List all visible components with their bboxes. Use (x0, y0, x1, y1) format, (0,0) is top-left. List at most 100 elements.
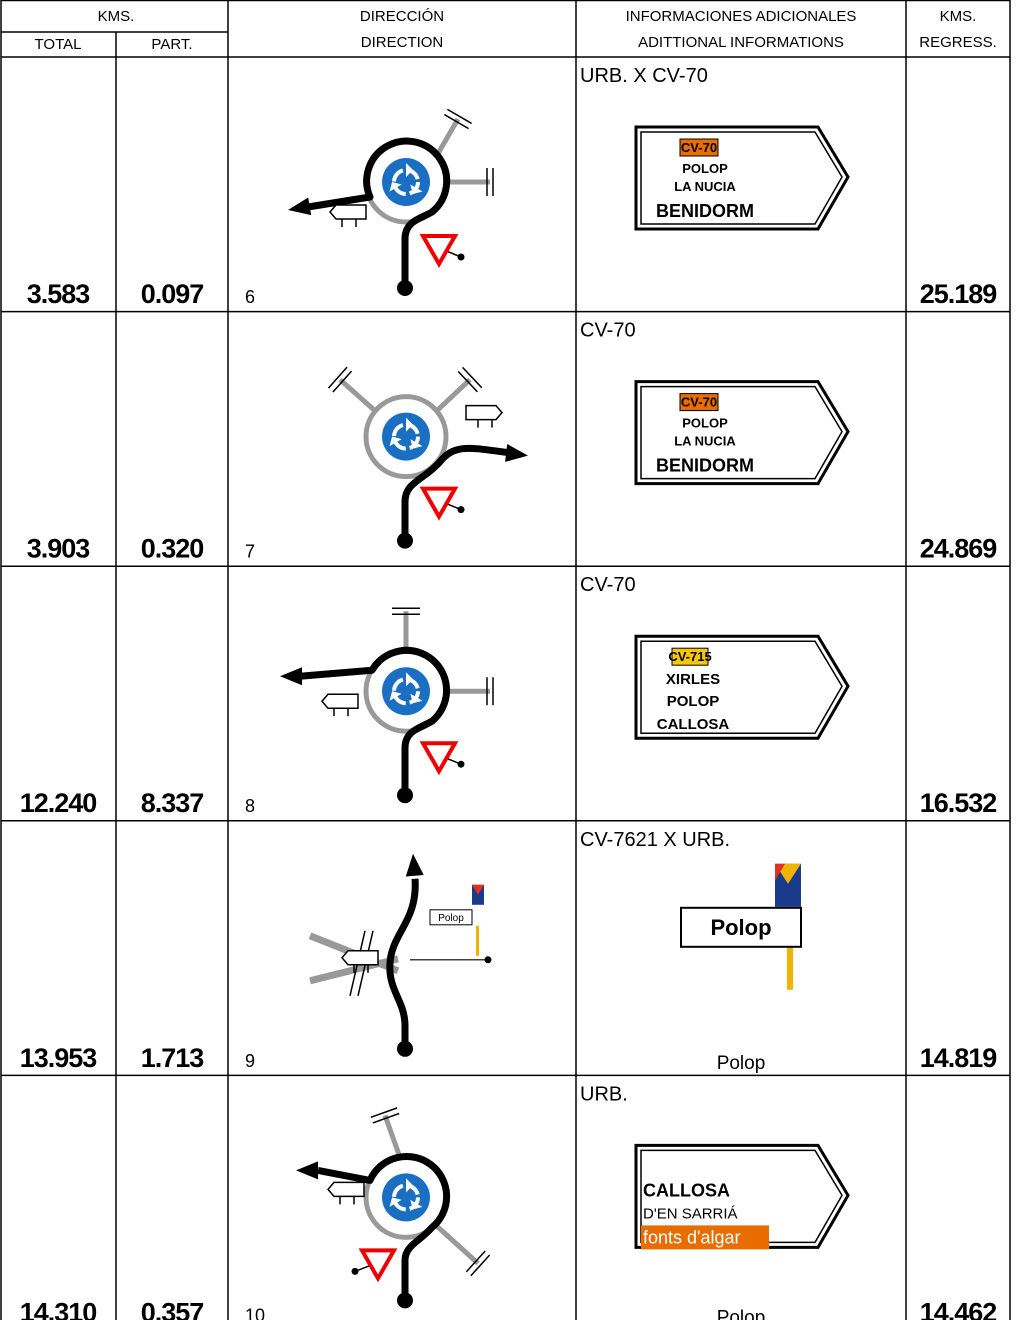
row: 13.953 1.713 9 CV-7621 X URB. 14.819 Polop Pol… (1, 829, 1010, 1077)
step-number: 10 (245, 1305, 265, 1320)
info-title: URB. X CV-70 (580, 65, 708, 87)
route (299, 646, 451, 796)
yield-sign (419, 486, 459, 521)
road-bar (332, 370, 353, 393)
road-bar (470, 1254, 491, 1277)
direction-sign: CV-70 POLOP LA NUCIA BENIDORM (634, 380, 850, 486)
arrow-head (505, 444, 528, 462)
header-direction: DIRECCIÓN (360, 8, 444, 25)
regress-km: 25.189 (920, 279, 998, 309)
roundabout-sign (382, 158, 430, 206)
yield-sign (358, 1248, 398, 1283)
total-km: 12.240 (20, 788, 97, 818)
info-title: CV-70 (580, 320, 636, 342)
road-bar (444, 113, 469, 130)
road-number: CV-70 (681, 395, 717, 410)
side-road (382, 1114, 403, 1159)
roundabout-arrow-tip (410, 439, 423, 449)
row: 12.240 8.337 8 CV-70 16.532 CV-715 XIRLES POLOP… (1, 574, 1010, 822)
roundabout-arrows (392, 1183, 420, 1212)
sign-inner-border (640, 385, 843, 480)
roundabout-arrow-tip (410, 184, 423, 195)
roundabout-arrow-tip (389, 691, 402, 701)
sign-link-dot (484, 956, 492, 964)
road-bar (327, 366, 348, 389)
partial-km: 8.337 (141, 788, 204, 818)
route-start (397, 532, 413, 549)
road-badge (671, 647, 709, 666)
roundabout-arrows (392, 677, 420, 706)
town-name: Polop (710, 915, 771, 940)
step-number: 6 (245, 287, 255, 307)
destination: D'EN SARRIÁ (643, 1205, 738, 1222)
destination: POLOP (682, 161, 728, 176)
sign-inner-border (640, 131, 843, 225)
step-number: 9 (245, 1051, 255, 1071)
roundabout-arrow-tip (406, 163, 413, 177)
partial-km: 0.097 (141, 279, 204, 309)
roundabout-arrow-tip (389, 181, 402, 192)
destination: XIRLES (666, 671, 720, 688)
roundabout-arrows (392, 168, 420, 196)
destination: BENIDORM (656, 201, 754, 221)
sign-caption: Polop (717, 1307, 766, 1320)
route-start (397, 1292, 413, 1309)
header-kms: KMS. (98, 8, 135, 25)
route (307, 137, 451, 288)
roundabout-arrow-tip (410, 1199, 423, 1210)
destination-highlight (641, 1225, 769, 1250)
regress-km: 24.869 (920, 534, 998, 564)
mini-sign (465, 404, 503, 421)
destination: CALLOSA (657, 716, 730, 733)
side-road (434, 377, 472, 414)
yield-sign (419, 741, 459, 776)
side-road (433, 117, 461, 159)
header-regress: KMS. (940, 8, 977, 25)
regress-km: 14.819 (920, 1043, 998, 1073)
arrow-head (405, 853, 424, 877)
town-flag-star (472, 884, 484, 895)
header-partial: PART. (151, 36, 192, 53)
header-total: TOTAL (35, 36, 82, 53)
header-direction-en: DIRECTION (361, 34, 444, 51)
row: 14.310 0.357 10 URB. 14.462 Polop CALLOSA D'EN … (20, 1083, 998, 1320)
total-km: 14.310 (20, 1297, 97, 1320)
arrow-head (288, 197, 312, 216)
destination: BENIDORM (656, 456, 754, 476)
roundabout-arrow-tip (410, 693, 423, 704)
destination: POLOP (682, 416, 728, 431)
header-info: INFORMACIONES ADICIONALES (626, 8, 857, 25)
roundabout-sign (382, 1173, 430, 1222)
town-sign (680, 906, 802, 948)
road-bar (370, 1107, 398, 1118)
mini-sign (327, 1181, 365, 1198)
row: 3.583 0.097 6 URB. X CV-70 25.189 CV-70 POLOP L… (1, 65, 1010, 313)
partial-km: 0.320 (141, 534, 204, 564)
roundabout-arrow-tip (406, 1178, 413, 1193)
total-km: 3.903 (27, 534, 91, 564)
mini-sign (341, 950, 379, 966)
header-regress-2: REGRESS. (919, 34, 997, 51)
route (386, 878, 419, 1049)
town-sign-flag-red (775, 863, 785, 881)
direction-sign: CV-715 XIRLES POLOP CALLOSA (634, 634, 850, 740)
mini-sign (329, 204, 367, 220)
info-title: CV-70 (580, 574, 636, 596)
roundabout-arrow-tip (406, 417, 413, 432)
road-badge (679, 393, 719, 412)
road-badge (679, 138, 719, 157)
total-km: 3.583 (27, 279, 91, 309)
roundabout-arrow-tip (389, 1197, 402, 1207)
road-bar (462, 366, 483, 389)
regress-km: 16.532 (920, 788, 997, 818)
header-info-en: ADITTIONAL INFORMATIONS (638, 34, 844, 51)
total-km: 13.953 (20, 1043, 98, 1073)
destination: LA NUCIA (674, 179, 736, 194)
roundabout-sign (382, 667, 430, 716)
route (317, 1152, 451, 1301)
arrow-head (280, 667, 302, 686)
roundabout-arrow-tip (406, 672, 413, 687)
diagram-town-label: Polop (438, 913, 464, 924)
road-bar (465, 1250, 486, 1273)
road-bar (372, 1112, 400, 1124)
